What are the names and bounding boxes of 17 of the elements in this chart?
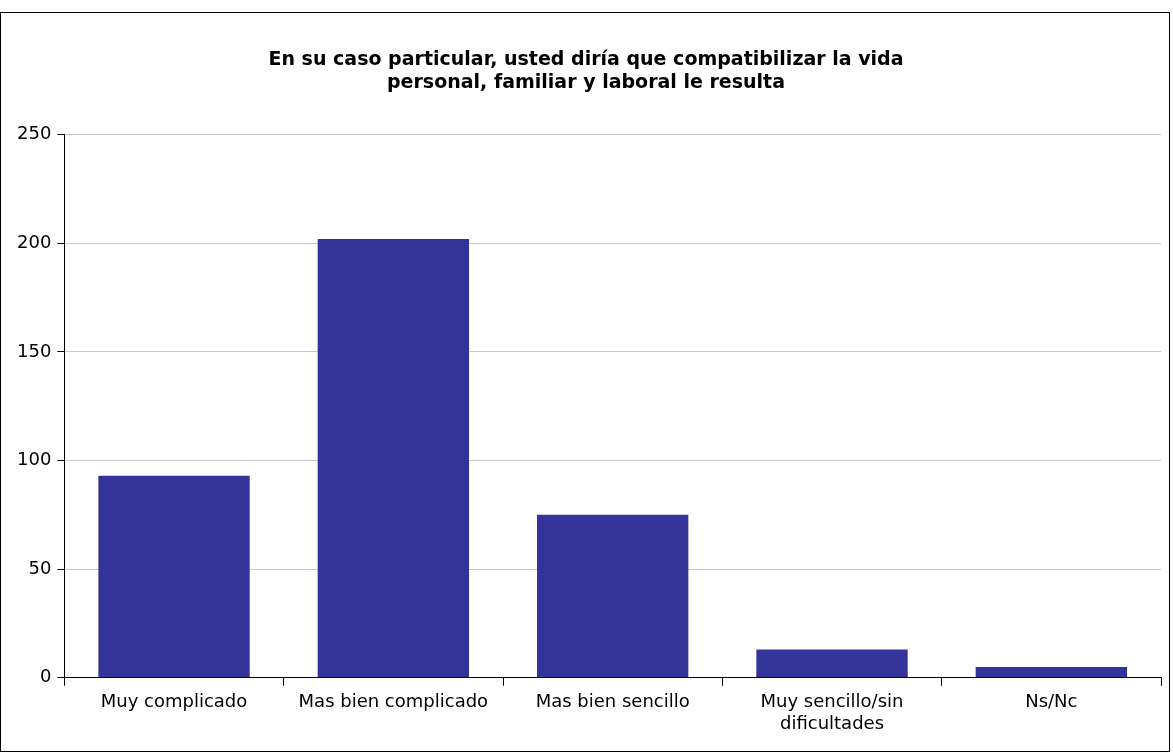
x-tick-label: Muy sencillo/sin dificultades — [760, 690, 904, 733]
y-tick-label: 150 — [17, 339, 52, 361]
x-tick-label: Muy complicado — [100, 690, 248, 712]
bar — [537, 514, 689, 678]
bar — [975, 666, 1127, 678]
y-tick-label: 100 — [17, 448, 52, 470]
y-tick-label: 0 — [39, 665, 52, 687]
y-tick-label: 50 — [28, 556, 52, 578]
x-tick-label: Mas bien sencillo — [535, 690, 690, 712]
y-tick-label: 250 — [17, 122, 52, 144]
x-tick-label: Ns/Nc — [1025, 690, 1078, 712]
y-tick-label: 200 — [17, 230, 52, 252]
chart-title: En su caso particular, usted diría que compatibilizar la vida personal, familiar y laboral le resulta — [268, 47, 904, 93]
bar — [98, 475, 250, 678]
bar — [756, 649, 908, 678]
bar — [317, 238, 470, 678]
x-tick-label: Mas bien complicado — [298, 690, 489, 712]
